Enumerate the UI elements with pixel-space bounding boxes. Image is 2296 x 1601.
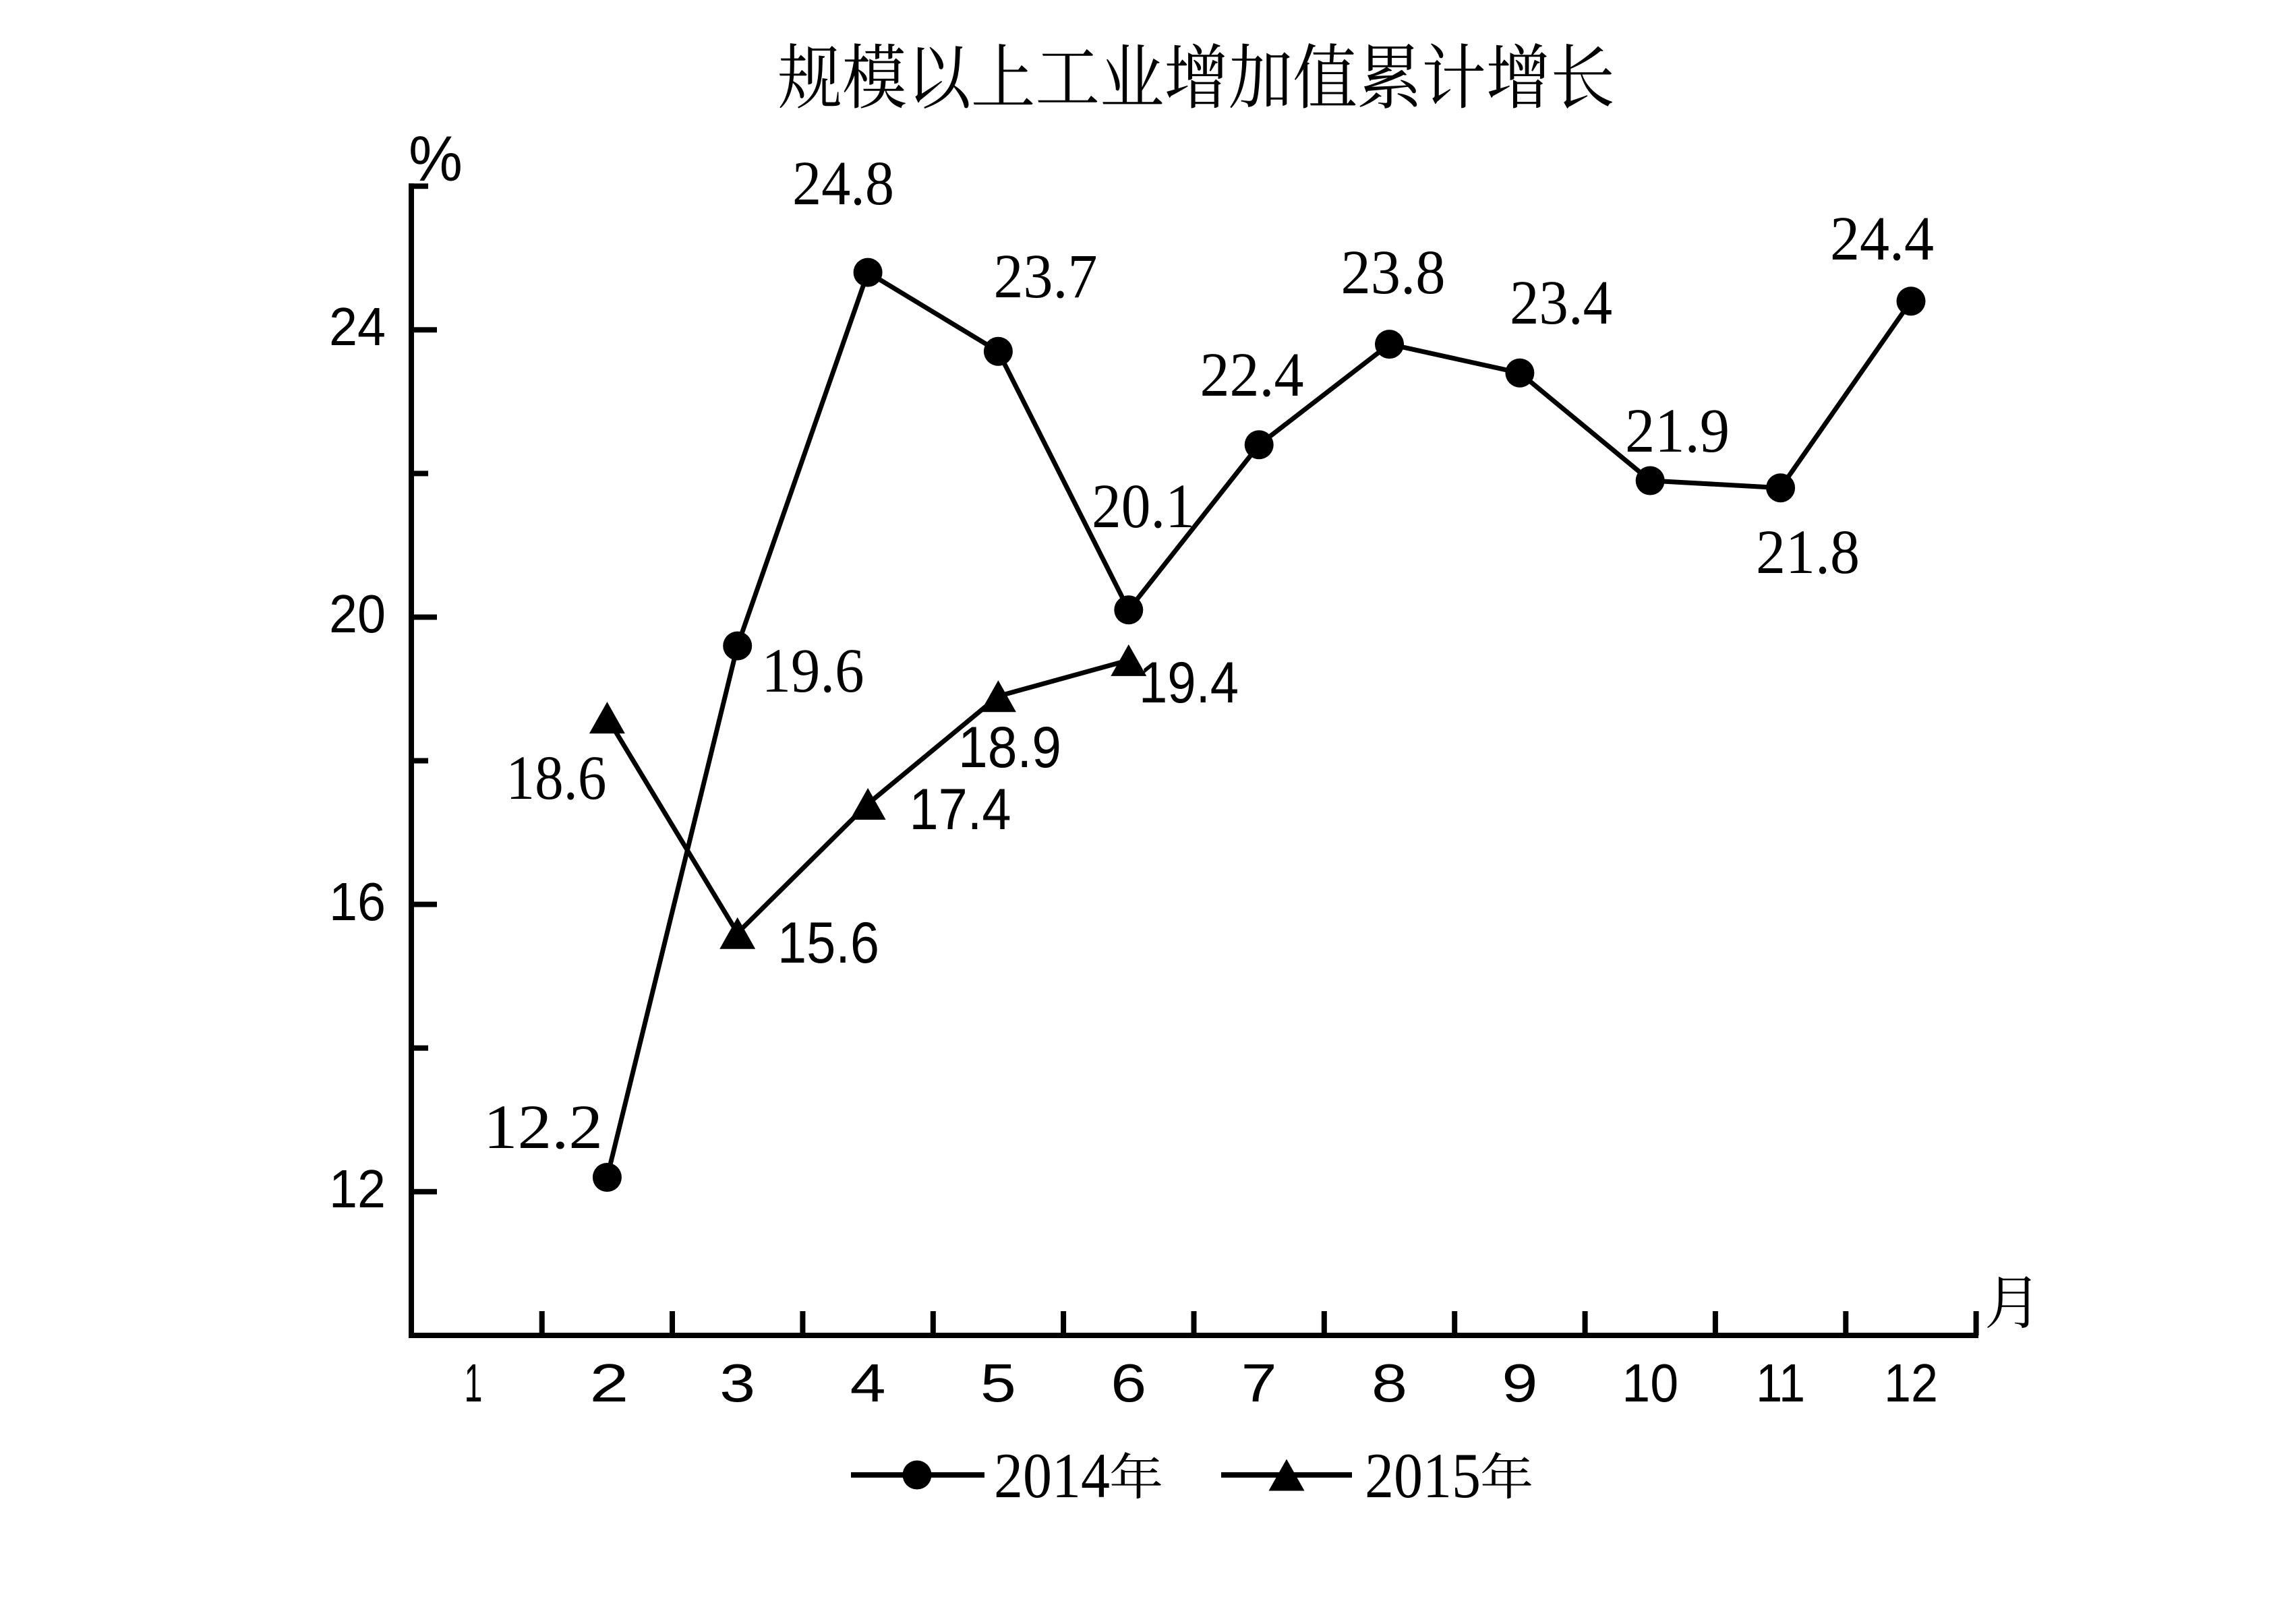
svg-text:12.2: 12.2 xyxy=(483,1093,603,1162)
svg-text:3: 3 xyxy=(719,1353,755,1413)
svg-text:4: 4 xyxy=(850,1353,886,1413)
svg-text:10: 10 xyxy=(1622,1353,1678,1413)
svg-text:22.4: 22.4 xyxy=(1200,340,1304,410)
svg-text:2014: 2014 xyxy=(994,1440,1110,1511)
svg-text:1: 1 xyxy=(465,1353,483,1413)
svg-text:2: 2 xyxy=(589,1353,628,1413)
svg-text:12: 12 xyxy=(329,1159,386,1219)
svg-text:16: 16 xyxy=(329,872,386,932)
svg-text:18.9: 18.9 xyxy=(958,715,1061,780)
svg-text:21.8: 21.8 xyxy=(1756,518,1860,587)
svg-text:23.4: 23.4 xyxy=(1510,268,1612,338)
svg-text:8: 8 xyxy=(1372,1353,1407,1413)
svg-text:23.8: 23.8 xyxy=(1341,238,1446,307)
svg-text:2015: 2015 xyxy=(1365,1440,1481,1511)
svg-text:7: 7 xyxy=(1241,1353,1277,1413)
svg-text:11: 11 xyxy=(1756,1353,1805,1413)
svg-text:24.8: 24.8 xyxy=(792,149,894,218)
svg-text:21.9: 21.9 xyxy=(1625,396,1730,466)
svg-text:15.6: 15.6 xyxy=(777,911,879,975)
svg-text:20: 20 xyxy=(329,584,386,644)
svg-text:18.6: 18.6 xyxy=(506,744,607,813)
svg-text:19.6: 19.6 xyxy=(762,636,864,706)
svg-text:24: 24 xyxy=(329,297,386,357)
svg-text:5: 5 xyxy=(980,1353,1016,1413)
svg-text:19.4: 19.4 xyxy=(1139,651,1239,715)
svg-text:%: % xyxy=(409,123,463,195)
svg-text:9: 9 xyxy=(1502,1353,1537,1413)
svg-text:6: 6 xyxy=(1111,1353,1146,1413)
svg-text:17.4: 17.4 xyxy=(910,777,1011,842)
svg-text:12: 12 xyxy=(1884,1353,1938,1413)
svg-text:24.4: 24.4 xyxy=(1830,204,1934,274)
svg-text:23.7: 23.7 xyxy=(994,242,1098,311)
svg-text:20.1: 20.1 xyxy=(1092,472,1195,541)
